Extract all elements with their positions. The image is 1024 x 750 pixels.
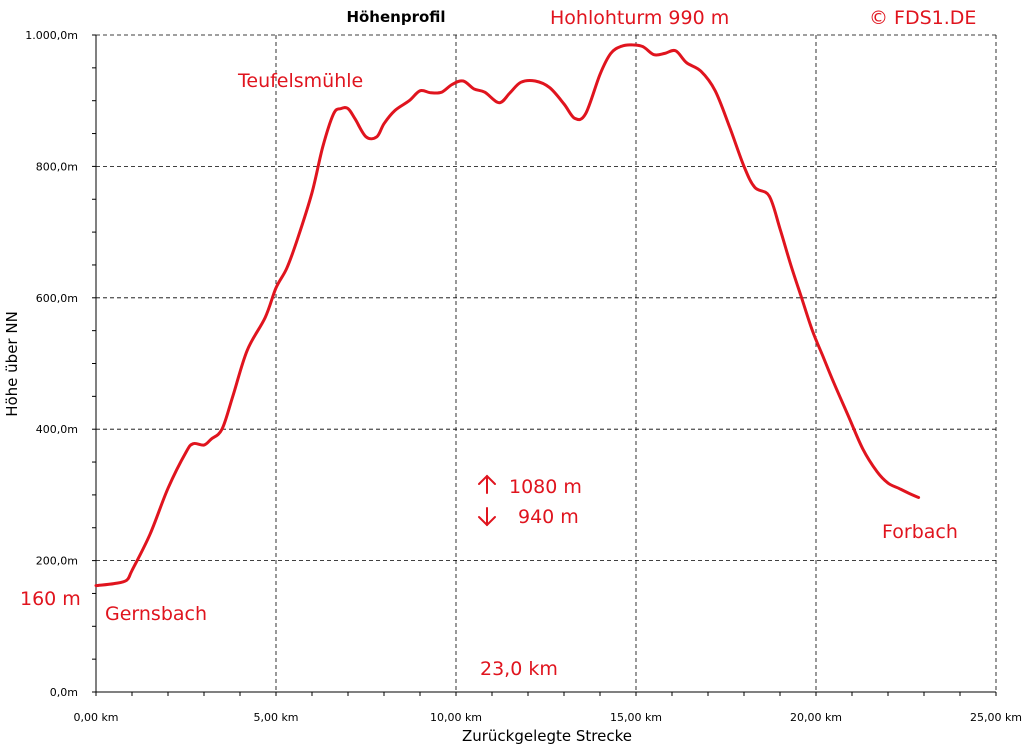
peak-annotation: Hohlohturm 990 m bbox=[550, 7, 729, 29]
series-layer bbox=[94, 43, 921, 588]
x-axis-title: Zurückgelegte Strecke bbox=[462, 727, 632, 745]
x-tick-label: 5,00 km bbox=[253, 711, 298, 724]
x-tick-label: 0,00 km bbox=[73, 711, 118, 724]
arrow-up-icon bbox=[478, 474, 496, 494]
start-height-annotation: 160 m bbox=[20, 588, 81, 610]
y-tick-label: 0,0m bbox=[50, 686, 78, 699]
tick-labels: 0,00 km 5,00 km 10,00 km 15,00 km 20,00 km 25… bbox=[25, 29, 1022, 724]
end-place-annotation: Forbach bbox=[882, 521, 958, 543]
x-tick-label: 25,00 km bbox=[970, 711, 1022, 724]
grid-lines bbox=[95, 34, 997, 693]
teufelsmuehle-annotation: Teufelsmühle bbox=[237, 70, 363, 92]
descent-group: 940 m bbox=[478, 506, 579, 528]
x-tick-label: 10,00 km bbox=[430, 711, 482, 724]
x-tick-label: 15,00 km bbox=[610, 711, 662, 724]
y-tick-label: 1.000,0m bbox=[25, 29, 78, 42]
y-tick-label: 200,0m bbox=[36, 555, 78, 568]
descent-annotation: 940 m bbox=[518, 506, 579, 528]
ascent-group: 1080 m bbox=[478, 474, 582, 498]
y-tick-label: 600,0m bbox=[36, 292, 78, 305]
chart-title: Höhenprofil bbox=[346, 8, 445, 26]
distance-annotation: 23,0 km bbox=[480, 658, 558, 680]
y-tick-label: 400,0m bbox=[36, 423, 78, 436]
axes bbox=[92, 34, 997, 696]
x-tick-label: 20,00 km bbox=[790, 711, 842, 724]
y-axis-title: Höhe über NN bbox=[3, 311, 21, 417]
y-tick-label: 800,0m bbox=[36, 160, 78, 173]
copyright-annotation: © FDS1.DE bbox=[869, 7, 976, 29]
ascent-annotation: 1080 m bbox=[509, 476, 582, 498]
elevation-line bbox=[94, 43, 921, 588]
arrow-down-icon bbox=[478, 507, 496, 527]
start-place-annotation: Gernsbach bbox=[105, 603, 207, 625]
